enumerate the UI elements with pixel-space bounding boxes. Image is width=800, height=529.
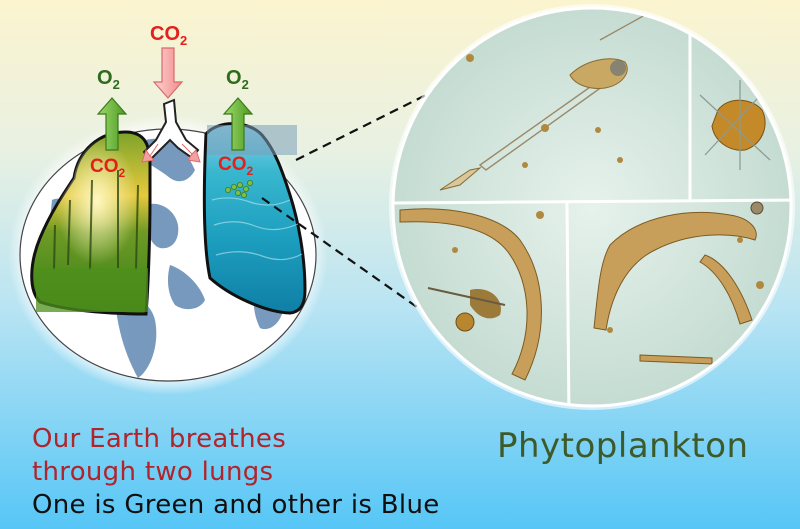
- diatom-chain-bottom-right: [593, 212, 757, 365]
- caption-line-2: through two lungs: [32, 457, 274, 487]
- caption-line-1: Our Earth breathes: [32, 424, 287, 454]
- plankton-dots: [224, 179, 253, 198]
- o2-right-label: O2: [226, 67, 249, 92]
- co2-intake-arrow: [152, 47, 184, 99]
- o2-left-arrow: [96, 97, 128, 151]
- co2-top-label: CO2: [150, 23, 187, 48]
- right-lung-ocean: [202, 122, 307, 315]
- co2-left-bronchus-arrow: [141, 143, 159, 163]
- magnify-line-top: [295, 91, 433, 161]
- diatom-chain-bottom-left: [399, 208, 542, 381]
- dinoflagellate-top-right: [699, 80, 771, 170]
- left-lung-forest: [30, 130, 152, 316]
- magnify-line-bottom: [261, 197, 425, 313]
- caption-line-3: One is Green and other is Blue: [32, 490, 440, 520]
- co2-right-lung-label: CO2: [218, 154, 254, 178]
- cell-cluster-bottom-left: [427, 287, 506, 332]
- co2-left-lung-label: CO2: [90, 156, 126, 180]
- o2-left-label: O2: [97, 67, 120, 92]
- phytoplankton-label: Phytoplankton: [497, 426, 749, 466]
- microscope-view: [389, 4, 795, 410]
- co2-right-bronchus-arrow: [181, 143, 201, 163]
- o2-right-arrow: [222, 97, 254, 151]
